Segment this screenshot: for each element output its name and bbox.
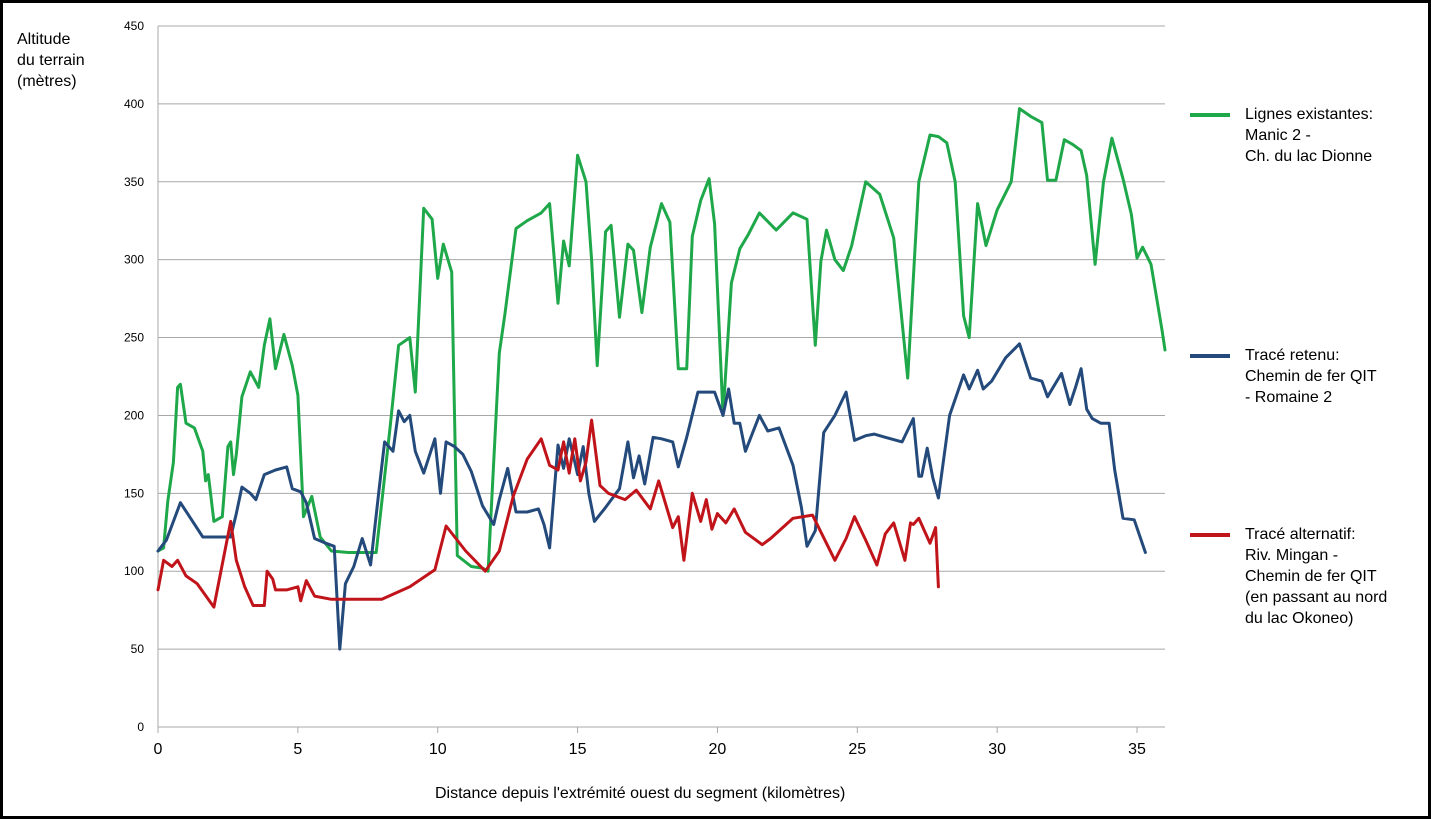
x-tick-label: 10	[429, 741, 447, 758]
legend-label-line: Ch. du lac Dionne	[1245, 148, 1373, 165]
legend-label-line: Manic 2 -	[1245, 127, 1311, 144]
legend-label: Tracé retenu: Chemin de fer QIT - Romaine …	[1245, 345, 1377, 408]
y-tick-label: 300	[124, 253, 144, 267]
y-tick-label: 350	[124, 175, 144, 189]
y-axis-label-line: Altitude	[17, 31, 71, 48]
legend-label-line: Riv. Mingan -	[1245, 547, 1339, 564]
y-tick-label: 450	[124, 19, 144, 33]
legend-label-line: Chemin de fer QIT	[1245, 568, 1377, 585]
y-tick-label: 250	[124, 331, 144, 345]
y-tick-label: 50	[131, 642, 145, 656]
y-axis-label-line: (mètres)	[17, 73, 77, 90]
y-tick-label: 150	[124, 486, 144, 500]
series-line-1	[156, 107, 1167, 573]
legend-label: Lignes existantes: Manic 2 - Ch. du lac Di…	[1245, 104, 1373, 167]
legend-label-line: (en passant au nord	[1245, 589, 1388, 606]
x-tick-label: 25	[848, 741, 866, 758]
legend-label-line: Lignes existantes:	[1245, 106, 1374, 123]
y-tick-label: 400	[124, 97, 144, 111]
x-tick-label: 20	[709, 741, 727, 758]
legend-swatch	[1190, 113, 1230, 117]
x-tick-label: 30	[988, 741, 1006, 758]
x-tick-label: 0	[154, 741, 163, 758]
series-line-2	[156, 342, 1147, 651]
x-tick-label: 5	[293, 741, 302, 758]
legend-label-line: Tracé retenu:	[1245, 347, 1340, 364]
x-tick-label: 35	[1128, 741, 1146, 758]
legend-swatch	[1190, 533, 1230, 537]
y-tick-label: 200	[124, 408, 144, 422]
legend-label-line: Tracé alternatif:	[1245, 526, 1356, 543]
legend-label-line: - Romaine 2	[1245, 389, 1333, 406]
series-line-3	[156, 418, 940, 609]
y-axis-label-line: du terrain	[17, 52, 85, 69]
x-axis-label: Distance depuis l'extrémité ouest du seg…	[435, 785, 846, 802]
y-tick-label: 100	[124, 564, 144, 578]
legend-swatch	[1190, 354, 1230, 358]
y-tick-label: 0	[137, 720, 144, 734]
legend-label: Tracé alternatif: Riv. Mingan - Chemin de …	[1245, 524, 1387, 629]
legend-label-line: du lac Okoneo)	[1245, 610, 1354, 627]
x-tick-label: 15	[569, 741, 587, 758]
legend-label-line: Chemin de fer QIT	[1245, 368, 1377, 385]
